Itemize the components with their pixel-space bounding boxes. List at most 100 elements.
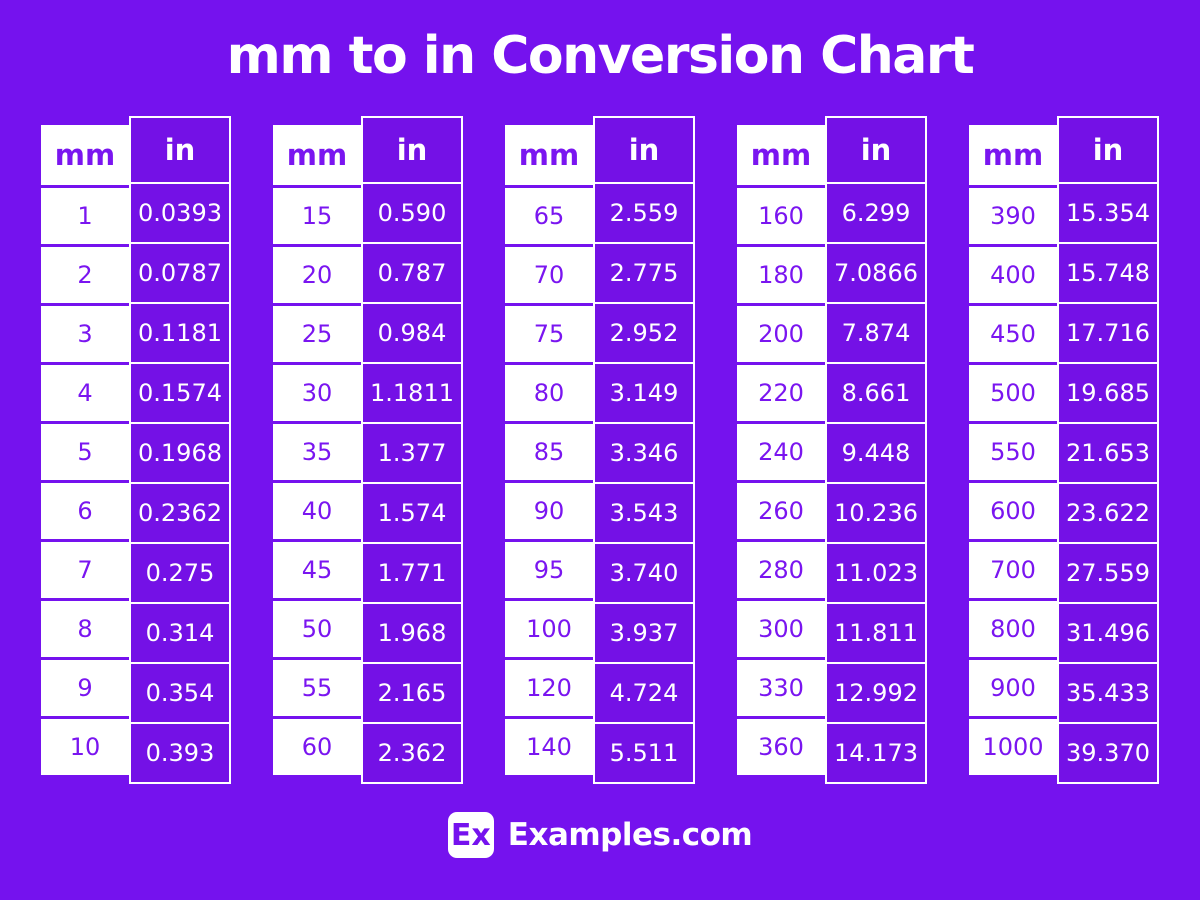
in-column: in 15.354 15.748 17.716 19.685 21.653 23.622 27… — [1057, 116, 1159, 784]
in-cell: 10.236 — [827, 482, 925, 542]
mm-cell: 700 — [969, 542, 1057, 598]
mm-header-cell: mm — [273, 125, 361, 185]
in-cell: 0.0787 — [131, 242, 229, 302]
in-cell: 17.716 — [1059, 302, 1157, 362]
mm-cell: 200 — [737, 306, 825, 362]
mm-header-cell: mm — [737, 125, 825, 185]
in-cell: 3.346 — [595, 422, 693, 482]
mm-header-cell: mm — [41, 125, 129, 185]
in-column: in 0.0393 0.0787 0.1181 0.1574 0.1968 0.2362 0.… — [129, 116, 231, 784]
in-cell: 1.771 — [363, 542, 461, 602]
mm-column: mm 15 20 25 30 35 40 45 50 55 60 — [273, 125, 361, 775]
in-header-cell: in — [595, 118, 693, 182]
footer: Ex Examples.com — [447, 812, 753, 858]
in-header-cell: in — [363, 118, 461, 182]
in-column: in 0.590 0.787 0.984 1.1811 1.377 1.574 1.771 1.… — [361, 116, 463, 784]
in-cell: 5.511 — [595, 722, 693, 782]
mm-cell: 60 — [273, 719, 361, 775]
in-cell: 8.661 — [827, 362, 925, 422]
in-cell: 0.2362 — [131, 482, 229, 542]
mm-cell: 10 — [41, 719, 129, 775]
in-cell: 0.354 — [131, 662, 229, 722]
mm-cell: 900 — [969, 660, 1057, 716]
in-column: in 2.559 2.775 2.952 3.149 3.346 3.543 3.740 3.9… — [593, 116, 695, 784]
mm-cell: 70 — [505, 247, 593, 303]
in-cell: 14.173 — [827, 722, 925, 782]
mm-column: mm 390 400 450 500 550 600 700 800 900 1000 — [969, 125, 1057, 775]
mm-cell: 450 — [969, 306, 1057, 362]
in-cell: 3.937 — [595, 602, 693, 662]
in-cell: 12.992 — [827, 662, 925, 722]
in-cell: 3.740 — [595, 542, 693, 602]
in-cell: 15.354 — [1059, 182, 1157, 242]
mm-cell: 1000 — [969, 719, 1057, 775]
mm-cell: 6 — [41, 483, 129, 539]
in-cell: 23.622 — [1059, 482, 1157, 542]
in-cell: 0.275 — [131, 542, 229, 602]
mm-cell: 800 — [969, 601, 1057, 657]
in-cell: 4.724 — [595, 662, 693, 722]
mm-cell: 40 — [273, 483, 361, 539]
mm-cell: 300 — [737, 601, 825, 657]
in-column: in 6.299 7.0866 7.874 8.661 9.448 10.236 11.023… — [825, 116, 927, 784]
mm-cell: 240 — [737, 424, 825, 480]
mm-cell: 3 — [41, 306, 129, 362]
conversion-table-5: mm 390 400 450 500 550 600 700 800 900 1000 in 15.35… — [969, 116, 1159, 784]
mm-cell: 220 — [737, 365, 825, 421]
mm-cell: 15 — [273, 188, 361, 244]
mm-cell: 20 — [273, 247, 361, 303]
in-cell: 0.1181 — [131, 302, 229, 362]
in-cell: 21.653 — [1059, 422, 1157, 482]
in-cell: 0.1574 — [131, 362, 229, 422]
in-header-cell: in — [1059, 118, 1157, 182]
in-cell: 11.811 — [827, 602, 925, 662]
mm-cell: 400 — [969, 247, 1057, 303]
mm-cell: 360 — [737, 719, 825, 775]
mm-cell: 390 — [969, 188, 1057, 244]
in-cell: 3.149 — [595, 362, 693, 422]
in-header-cell: in — [131, 118, 229, 182]
mm-cell: 280 — [737, 542, 825, 598]
in-cell: 15.748 — [1059, 242, 1157, 302]
tables-row: mm 1 2 3 4 5 6 7 8 9 10 in 0.0393 0.0787 0.1181 0.1574 0… — [41, 116, 1159, 784]
in-cell: 0.1968 — [131, 422, 229, 482]
in-cell: 9.448 — [827, 422, 925, 482]
in-cell: 31.496 — [1059, 602, 1157, 662]
mm-cell: 330 — [737, 660, 825, 716]
in-cell: 27.559 — [1059, 542, 1157, 602]
mm-cell: 120 — [505, 660, 593, 716]
mm-cell: 550 — [969, 424, 1057, 480]
mm-cell: 8 — [41, 601, 129, 657]
in-cell: 7.874 — [827, 302, 925, 362]
in-cell: 19.685 — [1059, 362, 1157, 422]
in-cell: 0.590 — [363, 182, 461, 242]
mm-cell: 25 — [273, 306, 361, 362]
mm-cell: 90 — [505, 483, 593, 539]
mm-cell: 600 — [969, 483, 1057, 539]
in-cell: 0.0393 — [131, 182, 229, 242]
mm-column: mm 65 70 75 80 85 90 95 100 120 140 — [505, 125, 593, 775]
in-cell: 1.377 — [363, 422, 461, 482]
in-cell: 35.433 — [1059, 662, 1157, 722]
in-header-cell: in — [827, 118, 925, 182]
brand-name: Examples.com — [507, 817, 753, 853]
mm-cell: 65 — [505, 188, 593, 244]
mm-cell: 180 — [737, 247, 825, 303]
in-cell: 1.574 — [363, 482, 461, 542]
in-cell: 2.775 — [595, 242, 693, 302]
mm-column: mm 1 2 3 4 5 6 7 8 9 10 — [41, 125, 129, 775]
mm-cell: 140 — [505, 719, 593, 775]
in-cell: 11.023 — [827, 542, 925, 602]
mm-cell: 5 — [41, 424, 129, 480]
mm-cell: 85 — [505, 424, 593, 480]
in-cell: 3.543 — [595, 482, 693, 542]
conversion-table-1: mm 1 2 3 4 5 6 7 8 9 10 in 0.0393 0.0787 0.1181 0.1574 0… — [41, 116, 231, 784]
mm-cell: 35 — [273, 424, 361, 480]
in-cell: 0.314 — [131, 602, 229, 662]
in-cell: 39.370 — [1059, 722, 1157, 782]
examples-logo-icon: Ex — [447, 812, 494, 858]
in-cell: 2.559 — [595, 182, 693, 242]
conversion-table-4: mm 160 180 200 220 240 260 280 300 330 360 in 6.299 7… — [737, 116, 927, 784]
mm-cell: 260 — [737, 483, 825, 539]
